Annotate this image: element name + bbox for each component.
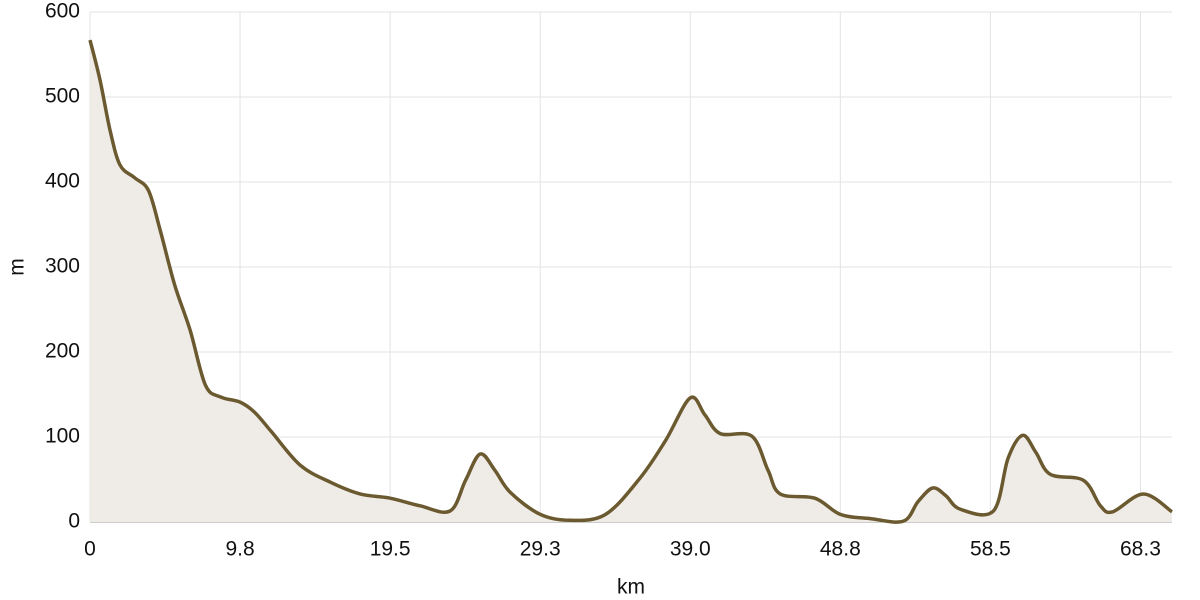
y-tick-label: 400 bbox=[45, 170, 80, 193]
y-tick-label: 300 bbox=[45, 255, 80, 278]
x-tick-label: 68.3 bbox=[1120, 538, 1161, 561]
y-axis-label: m bbox=[6, 258, 29, 276]
grid bbox=[89, 11, 1172, 523]
y-tick-label: 0 bbox=[68, 510, 80, 533]
x-tick-label: 29.3 bbox=[520, 538, 561, 561]
area-fill bbox=[90, 40, 1172, 523]
plot bbox=[88, 39, 1174, 524]
x-tick-label: 58.5 bbox=[970, 538, 1011, 561]
x-tick-label: 19.5 bbox=[370, 538, 411, 561]
x-tick-label: 48.8 bbox=[820, 538, 861, 561]
y-tick-label: 600 bbox=[45, 0, 80, 23]
x-tick-label: 39.0 bbox=[670, 538, 711, 561]
x-axis-label: km bbox=[617, 576, 645, 599]
labels: km m 0 100 200 300 400 500 600 0 9.8 19.5 29.3 39.0… bbox=[6, 0, 1161, 599]
y-tick-label: 200 bbox=[45, 340, 80, 363]
y-tick-label: 100 bbox=[45, 425, 80, 448]
elevation-line bbox=[88, 39, 1174, 524]
x-tick-label: 9.8 bbox=[225, 538, 254, 561]
x-tick-label: 0 bbox=[84, 538, 96, 561]
y-tick-label: 500 bbox=[45, 85, 80, 108]
